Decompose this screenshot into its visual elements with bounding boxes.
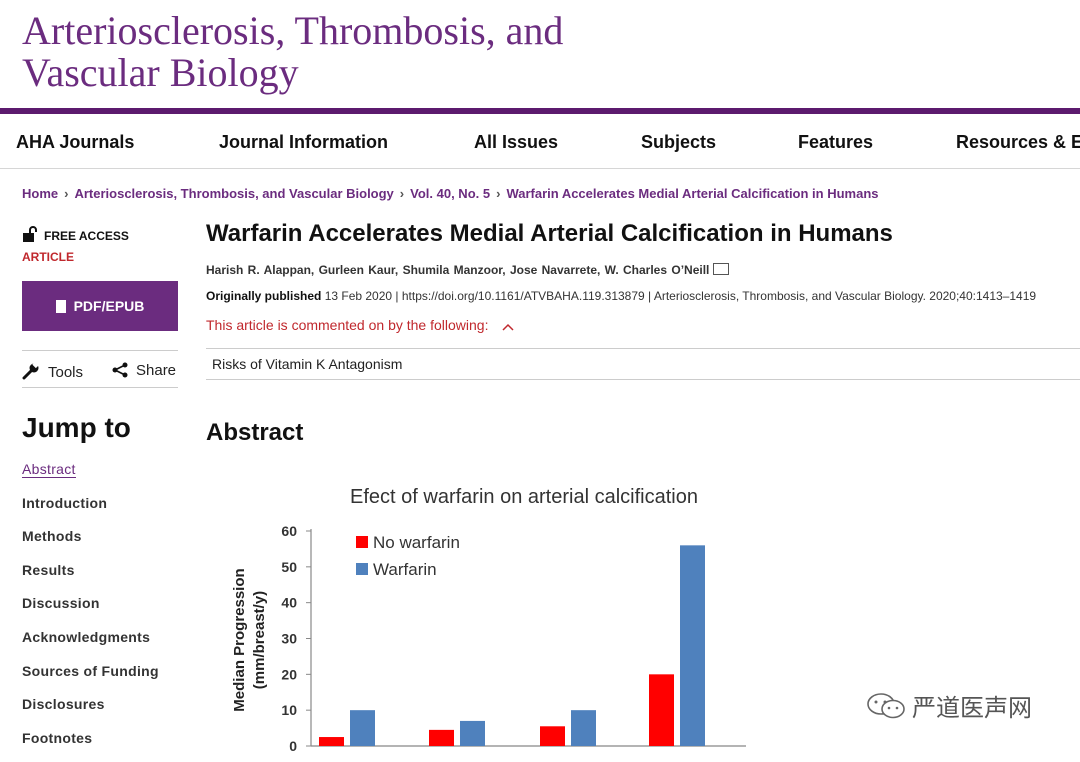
journal-title-line2: Vascular Biology xyxy=(22,50,299,95)
jump-link-introduction[interactable]: Introduction xyxy=(22,494,108,511)
breadcrumb: Home › Arteriosclerosis, Thrombosis, and V… xyxy=(22,186,879,201)
top-navigation: AHA Journals Journal Information All Iss… xyxy=(0,114,1080,169)
chart-plot-area: 0 10 20 30 40 50 60 No warfarin Warfarin xyxy=(281,523,746,752)
chart-bar-no-warfarin xyxy=(649,674,674,746)
chart-legend-label: No warfarin xyxy=(373,533,460,552)
chart-bar-no-warfarin xyxy=(540,726,565,746)
email-icon[interactable] xyxy=(713,263,730,275)
article-title: Warfarin Accelerates Medial Arterial Cal… xyxy=(206,220,893,247)
access-badge: FREE ACCESS xyxy=(22,226,129,243)
unlock-icon xyxy=(23,226,37,242)
jump-to-heading: Jump to xyxy=(22,412,131,443)
journal-title[interactable]: Arteriosclerosis, Thrombosis, and Vascul… xyxy=(22,10,563,94)
chart-bar-warfarin xyxy=(680,545,705,746)
published-label: Originally published xyxy=(206,289,322,303)
abstract-figure-chart: Efect of warfarin on arterial calcificat… xyxy=(231,486,746,752)
breadcrumb-issue[interactable]: Vol. 40, No. 5 xyxy=(410,186,491,201)
chart-title: Efect of warfarin on arterial calcificat… xyxy=(350,486,698,508)
chart-y-tick-label: 50 xyxy=(281,559,297,575)
breadcrumb-separator: › xyxy=(399,186,405,201)
commentary-link[interactable]: Risks of Vitamin K Antagonism xyxy=(212,356,403,372)
publication-info: Originally published 13 Feb 2020 | https… xyxy=(206,289,1036,303)
chart-y-tick-label: 60 xyxy=(281,523,297,539)
chart-legend-swatch xyxy=(356,563,368,575)
article-type-label: ARTICLE xyxy=(22,250,74,264)
document-icon xyxy=(55,299,66,313)
access-label: FREE ACCESS xyxy=(44,229,129,243)
chart-legend-swatch xyxy=(356,536,368,548)
breadcrumb-separator: › xyxy=(496,186,501,201)
jump-link-results[interactable]: Results xyxy=(22,561,75,578)
commentary-toggle[interactable]: This article is commented on by the foll… xyxy=(206,317,514,333)
watermark: 严道医声网 xyxy=(866,688,1032,723)
nav-journal-information[interactable]: Journal Information xyxy=(219,132,389,152)
tools-share-row: Tools Share xyxy=(22,350,178,388)
share-label: Share xyxy=(136,362,177,379)
chart-y-tick-label: 0 xyxy=(289,738,297,752)
jump-link-abstract[interactable]: Abstract xyxy=(22,460,159,494)
authors-text[interactable]: Harish R. Alappan, Gurleen Kaur, Shumila… xyxy=(206,263,710,277)
breadcrumb-home[interactable]: Home xyxy=(22,186,59,201)
jump-link-acknowledgments[interactable]: Acknowledgments xyxy=(22,628,151,645)
brand-divider xyxy=(0,108,1080,114)
chart-ylabel-line2: (mm/breast/y) xyxy=(251,591,268,689)
chart-y-tick-label: 20 xyxy=(281,666,297,682)
chevron-up-icon xyxy=(502,323,514,331)
chart-legend-label: Warfarin xyxy=(373,560,437,579)
chart-y-tick-label: 40 xyxy=(281,595,297,611)
jump-link-methods[interactable]: Methods xyxy=(22,528,82,545)
masthead: Arteriosclerosis, Thrombosis, and Vascul… xyxy=(0,0,1080,110)
jump-link-discussion[interactable]: Discussion xyxy=(22,595,100,612)
share-button[interactable]: Share xyxy=(112,362,176,379)
abstract-heading: Abstract xyxy=(206,419,304,446)
chart-ylabel-line1: Median Progression xyxy=(231,568,248,711)
chart-bar-warfarin xyxy=(460,720,485,746)
published-details: 13 Feb 2020 | https://doi.org/10.1161/AT… xyxy=(321,289,1037,303)
jump-link-footnotes[interactable]: Footnotes xyxy=(22,729,93,746)
author-list: Harish R. Alappan, Gurleen Kaur, Shumila… xyxy=(206,263,730,277)
journal-title-line1: Arteriosclerosis, Thrombosis, and xyxy=(22,8,564,53)
chart-y-tick-label: 10 xyxy=(281,702,297,718)
watermark-text: 严道医声网 xyxy=(912,695,1032,722)
nav-aha-journals[interactable]: AHA Journals xyxy=(16,132,135,152)
breadcrumb-journal[interactable]: Arteriosclerosis, Thrombosis, and Vascul… xyxy=(74,186,394,201)
jump-to-list: Abstract Introduction Methods Results Di… xyxy=(22,460,159,762)
share-icon xyxy=(112,362,128,378)
jump-link-sources-of-funding[interactable]: Sources of Funding xyxy=(22,662,159,679)
commentary-list: Risks of Vitamin K Antagonism xyxy=(206,348,1080,380)
chart-bar-no-warfarin xyxy=(429,729,454,746)
chart-y-tick-label: 30 xyxy=(281,631,297,647)
nav-subjects[interactable]: Subjects xyxy=(641,132,717,152)
nav-resources[interactable]: Resources & E xyxy=(956,132,1080,152)
tools-label: Tools xyxy=(48,364,84,381)
chart-bar-warfarin xyxy=(571,710,596,746)
nav-features[interactable]: Features xyxy=(798,132,874,152)
pdf-epub-button[interactable]: PDF/EPUB xyxy=(22,281,178,331)
breadcrumb-article[interactable]: Warfarin Accelerates Medial Arterial Cal… xyxy=(506,186,879,201)
jump-link-disclosures[interactable]: Disclosures xyxy=(22,696,105,713)
jump-link-label: Abstract xyxy=(22,461,76,478)
chart-bar-no-warfarin xyxy=(319,737,344,746)
tools-button[interactable]: Tools xyxy=(22,361,84,381)
nav-all-issues[interactable]: All Issues xyxy=(474,132,559,152)
wechat-icon xyxy=(867,693,905,719)
pdf-epub-label: PDF/EPUB xyxy=(73,298,145,314)
chart-bar-warfarin xyxy=(350,710,375,746)
breadcrumb-separator: › xyxy=(64,186,69,201)
wrench-icon xyxy=(22,361,39,380)
commentary-text: This article is commented on by the foll… xyxy=(206,317,489,333)
